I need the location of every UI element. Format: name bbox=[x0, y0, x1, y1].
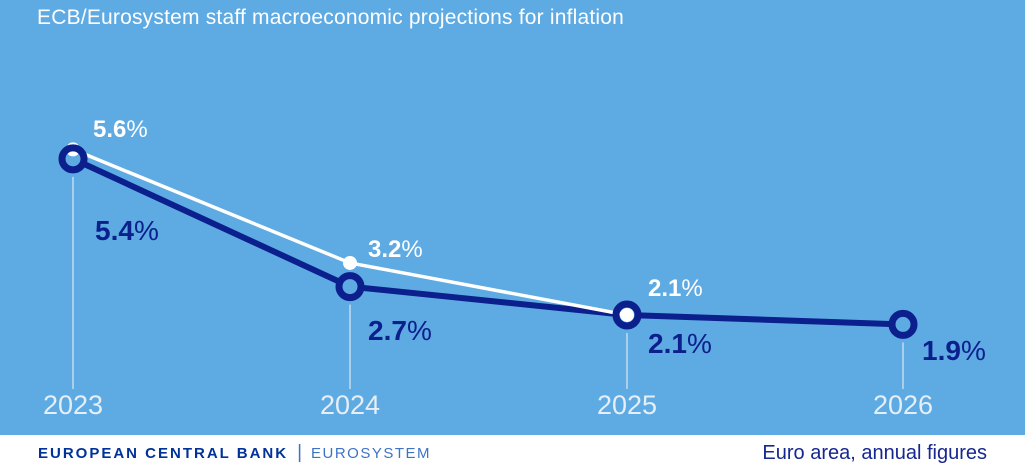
data-label-current: 5.4% bbox=[95, 215, 159, 246]
data-label-previous: 3.2% bbox=[368, 236, 423, 263]
data-point-current bbox=[888, 309, 918, 339]
data-label-current: 2.7% bbox=[368, 315, 432, 346]
ecb-wordmark: EUROPEAN CENTRAL BANK bbox=[38, 445, 289, 462]
data-point-current bbox=[335, 272, 365, 302]
chart-title: ECB/Eurosystem staff macroeconomic proje… bbox=[37, 6, 625, 29]
x-axis-label: 2023 bbox=[43, 390, 103, 420]
footer-bar: EUROPEAN CENTRAL BANK | EUROSYSTEM Euro … bbox=[0, 435, 1025, 472]
x-axis-label: 2026 bbox=[873, 390, 933, 420]
x-axis-label: 2025 bbox=[597, 390, 657, 420]
data-point-current bbox=[612, 300, 642, 330]
data-label-previous: 2.1% bbox=[648, 275, 703, 302]
eurosystem-wordmark: EUROSYSTEM bbox=[311, 445, 432, 462]
data-label-previous: 5.6% bbox=[93, 116, 148, 143]
current-projection-line bbox=[71, 156, 904, 328]
projection-line-chart: 5.6% 3.2% 2.1% 5.4% 2.7% 2.1% 1.9% 2023 2024 2025… bbox=[43, 116, 986, 420]
data-point-previous bbox=[620, 307, 634, 322]
brand-separator: | bbox=[297, 441, 303, 463]
data-label-current: 2.1% bbox=[648, 328, 712, 359]
data-label-current: 1.9% bbox=[922, 335, 986, 366]
data-point-current bbox=[58, 144, 88, 174]
data-point-previous bbox=[343, 255, 357, 270]
footer-note: Euro area, annual figures bbox=[762, 442, 987, 464]
ecb-brand: EUROPEAN CENTRAL BANK | EUROSYSTEM bbox=[38, 441, 432, 464]
x-axis-label: 2024 bbox=[320, 390, 380, 420]
